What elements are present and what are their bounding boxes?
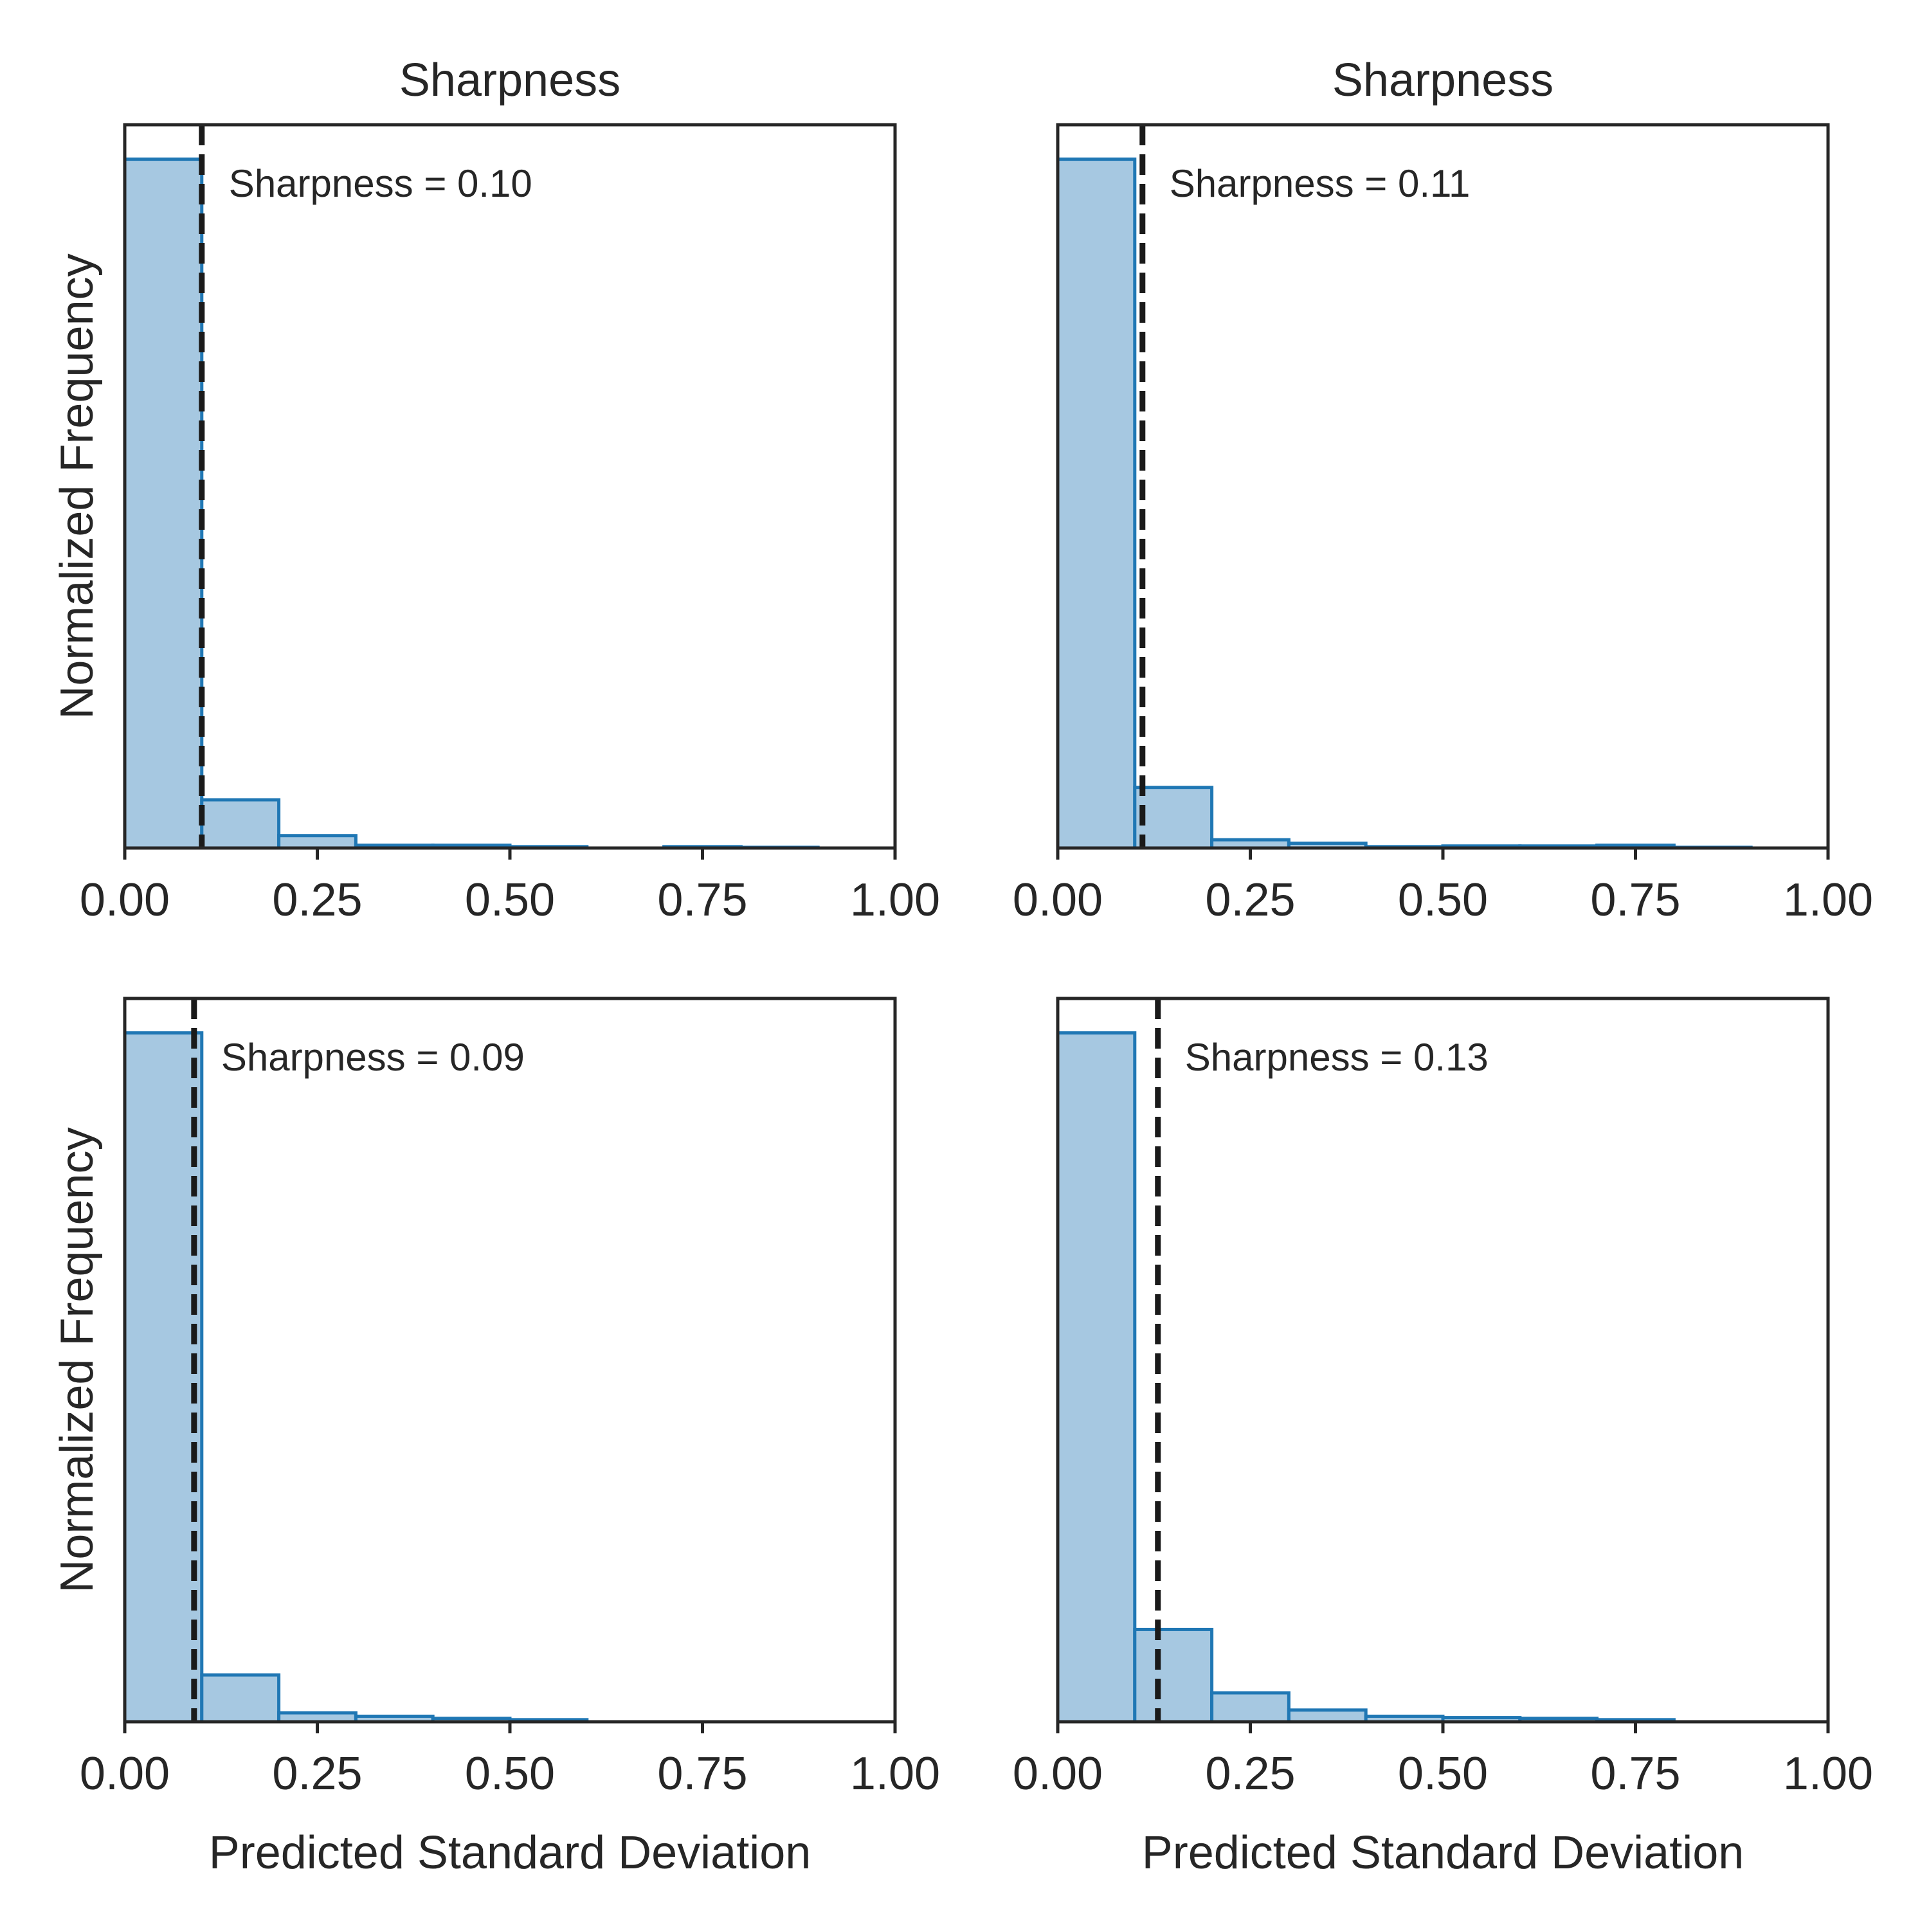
x-tick-label: 0.50 <box>1398 874 1488 926</box>
axes-frame <box>123 997 897 1724</box>
x-tick-label: 0.75 <box>1590 874 1680 926</box>
x-tick-label: 0.25 <box>1205 1748 1295 1800</box>
x-tick-label: 0.25 <box>1205 874 1295 926</box>
histogram-bar <box>200 798 281 850</box>
x-tick-label: 1.00 <box>850 1748 940 1800</box>
axes-frame <box>123 123 897 850</box>
x-tick-label: 0.00 <box>80 1748 170 1800</box>
x-tick-label: 1.00 <box>850 874 940 926</box>
y-axis-label: Normalized Frequency <box>51 253 103 719</box>
sharpness-annotation: Sharpness = 0.11 <box>1170 162 1471 205</box>
x-tick-label: 1.00 <box>1783 874 1873 926</box>
y-axis-label: Normalized Frequency <box>51 1127 103 1593</box>
x-axis-label: Predicted Standard Deviation <box>1142 1827 1744 1879</box>
panel-1: 0.00 0.25 0.50 0.75 1.00 Sharpness = 0.10 Shar… <box>51 55 940 926</box>
panel-title: Sharpness <box>399 55 620 106</box>
x-tick-label: 0.50 <box>1398 1748 1488 1800</box>
histogram-bar <box>1287 1708 1368 1724</box>
histogram-bar <box>1133 786 1214 850</box>
sharpness-annotation: Sharpness = 0.09 <box>221 1036 525 1079</box>
panel-title: Sharpness <box>1332 55 1553 106</box>
x-axis-label: Predicted Standard Deviation <box>209 1827 811 1879</box>
panel-4: 0.00 0.25 0.50 0.75 1.00 Sharpness = 0.13 Pred… <box>1013 997 1873 1879</box>
histogram-bar <box>200 1673 281 1724</box>
histogram-bar <box>123 1031 204 1724</box>
histogram-bar <box>1210 1691 1291 1724</box>
histogram-bar <box>1056 158 1137 850</box>
sharpness-annotation: Sharpness = 0.13 <box>1185 1036 1489 1079</box>
histogram-bar <box>123 158 204 850</box>
panel-2: 0.00 0.25 0.50 0.75 1.00 Sharpness = 0.11 Shar… <box>1013 55 1873 926</box>
panel-3: 0.00 0.25 0.50 0.75 1.00 Sharpness = 0.09 Pred… <box>51 997 940 1879</box>
x-tick-label: 0.75 <box>657 874 747 926</box>
histogram-bar <box>1133 1627 1214 1724</box>
x-tick-label: 0.25 <box>272 874 362 926</box>
histogram-bar <box>277 834 358 850</box>
x-tick-label: 0.25 <box>272 1748 362 1800</box>
x-tick-label: 0.00 <box>80 874 170 926</box>
x-tick-label: 0.75 <box>657 1748 747 1800</box>
histogram-bar <box>1056 1031 1137 1724</box>
sharpness-annotation: Sharpness = 0.10 <box>229 162 532 205</box>
x-tick-label: 0.50 <box>465 874 555 926</box>
axes-frame <box>1056 997 1830 1724</box>
x-tick-label: 0.50 <box>465 1748 555 1800</box>
x-tick-label: 1.00 <box>1783 1748 1873 1800</box>
x-tick-label: 0.00 <box>1013 1748 1103 1800</box>
x-tick-label: 0.00 <box>1013 874 1103 926</box>
x-tick-label: 0.75 <box>1590 1748 1680 1800</box>
axes-frame <box>1056 123 1830 850</box>
